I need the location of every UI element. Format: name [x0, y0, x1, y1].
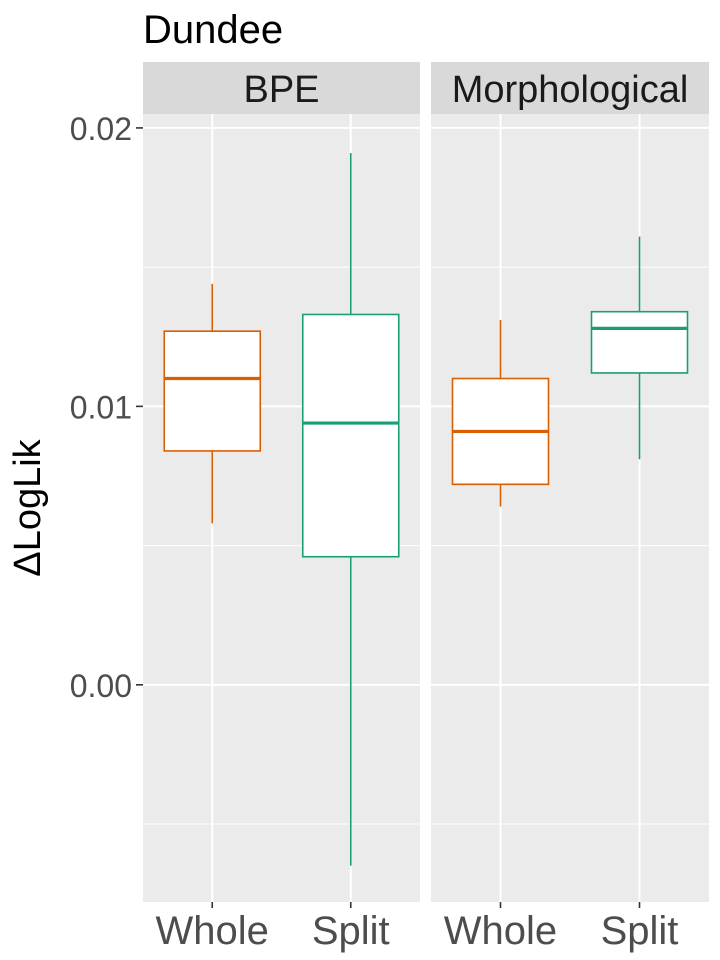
box-split: [301, 152, 400, 866]
y-axis-label: ΔLogLik: [7, 438, 49, 576]
panel-background: [431, 114, 709, 902]
y-tick-label: 0.00: [70, 668, 132, 704]
x-tick-label: Whole: [444, 909, 557, 953]
y-tick-label: 0.01: [70, 389, 132, 425]
panel-bpe: BPE Whole Split: [143, 62, 420, 953]
box-whole: [451, 320, 550, 507]
facet-strip-label: Morphological: [452, 69, 689, 111]
y-tick-label: 0.02: [70, 111, 132, 147]
x-tick-label: Whole: [156, 909, 269, 953]
chart-title: Dundee: [143, 8, 283, 52]
panels: BPE Whole Split Morphological Whole Split: [143, 62, 709, 953]
box-iqr: [301, 313, 400, 558]
y-axis: 0.00 0.01 0.02: [70, 111, 143, 704]
panel-morphological: Morphological Whole Split: [431, 62, 709, 953]
box-whole: [163, 283, 262, 524]
x-tick-label: Split: [601, 909, 679, 953]
facet-strip: [143, 62, 420, 114]
x-tick-label: Split: [312, 909, 390, 953]
facet-strip-label: BPE: [243, 69, 319, 111]
facet-strip: [431, 62, 709, 114]
box-split: [590, 236, 689, 460]
box-iqr: [590, 310, 689, 374]
box-iqr: [163, 330, 262, 452]
